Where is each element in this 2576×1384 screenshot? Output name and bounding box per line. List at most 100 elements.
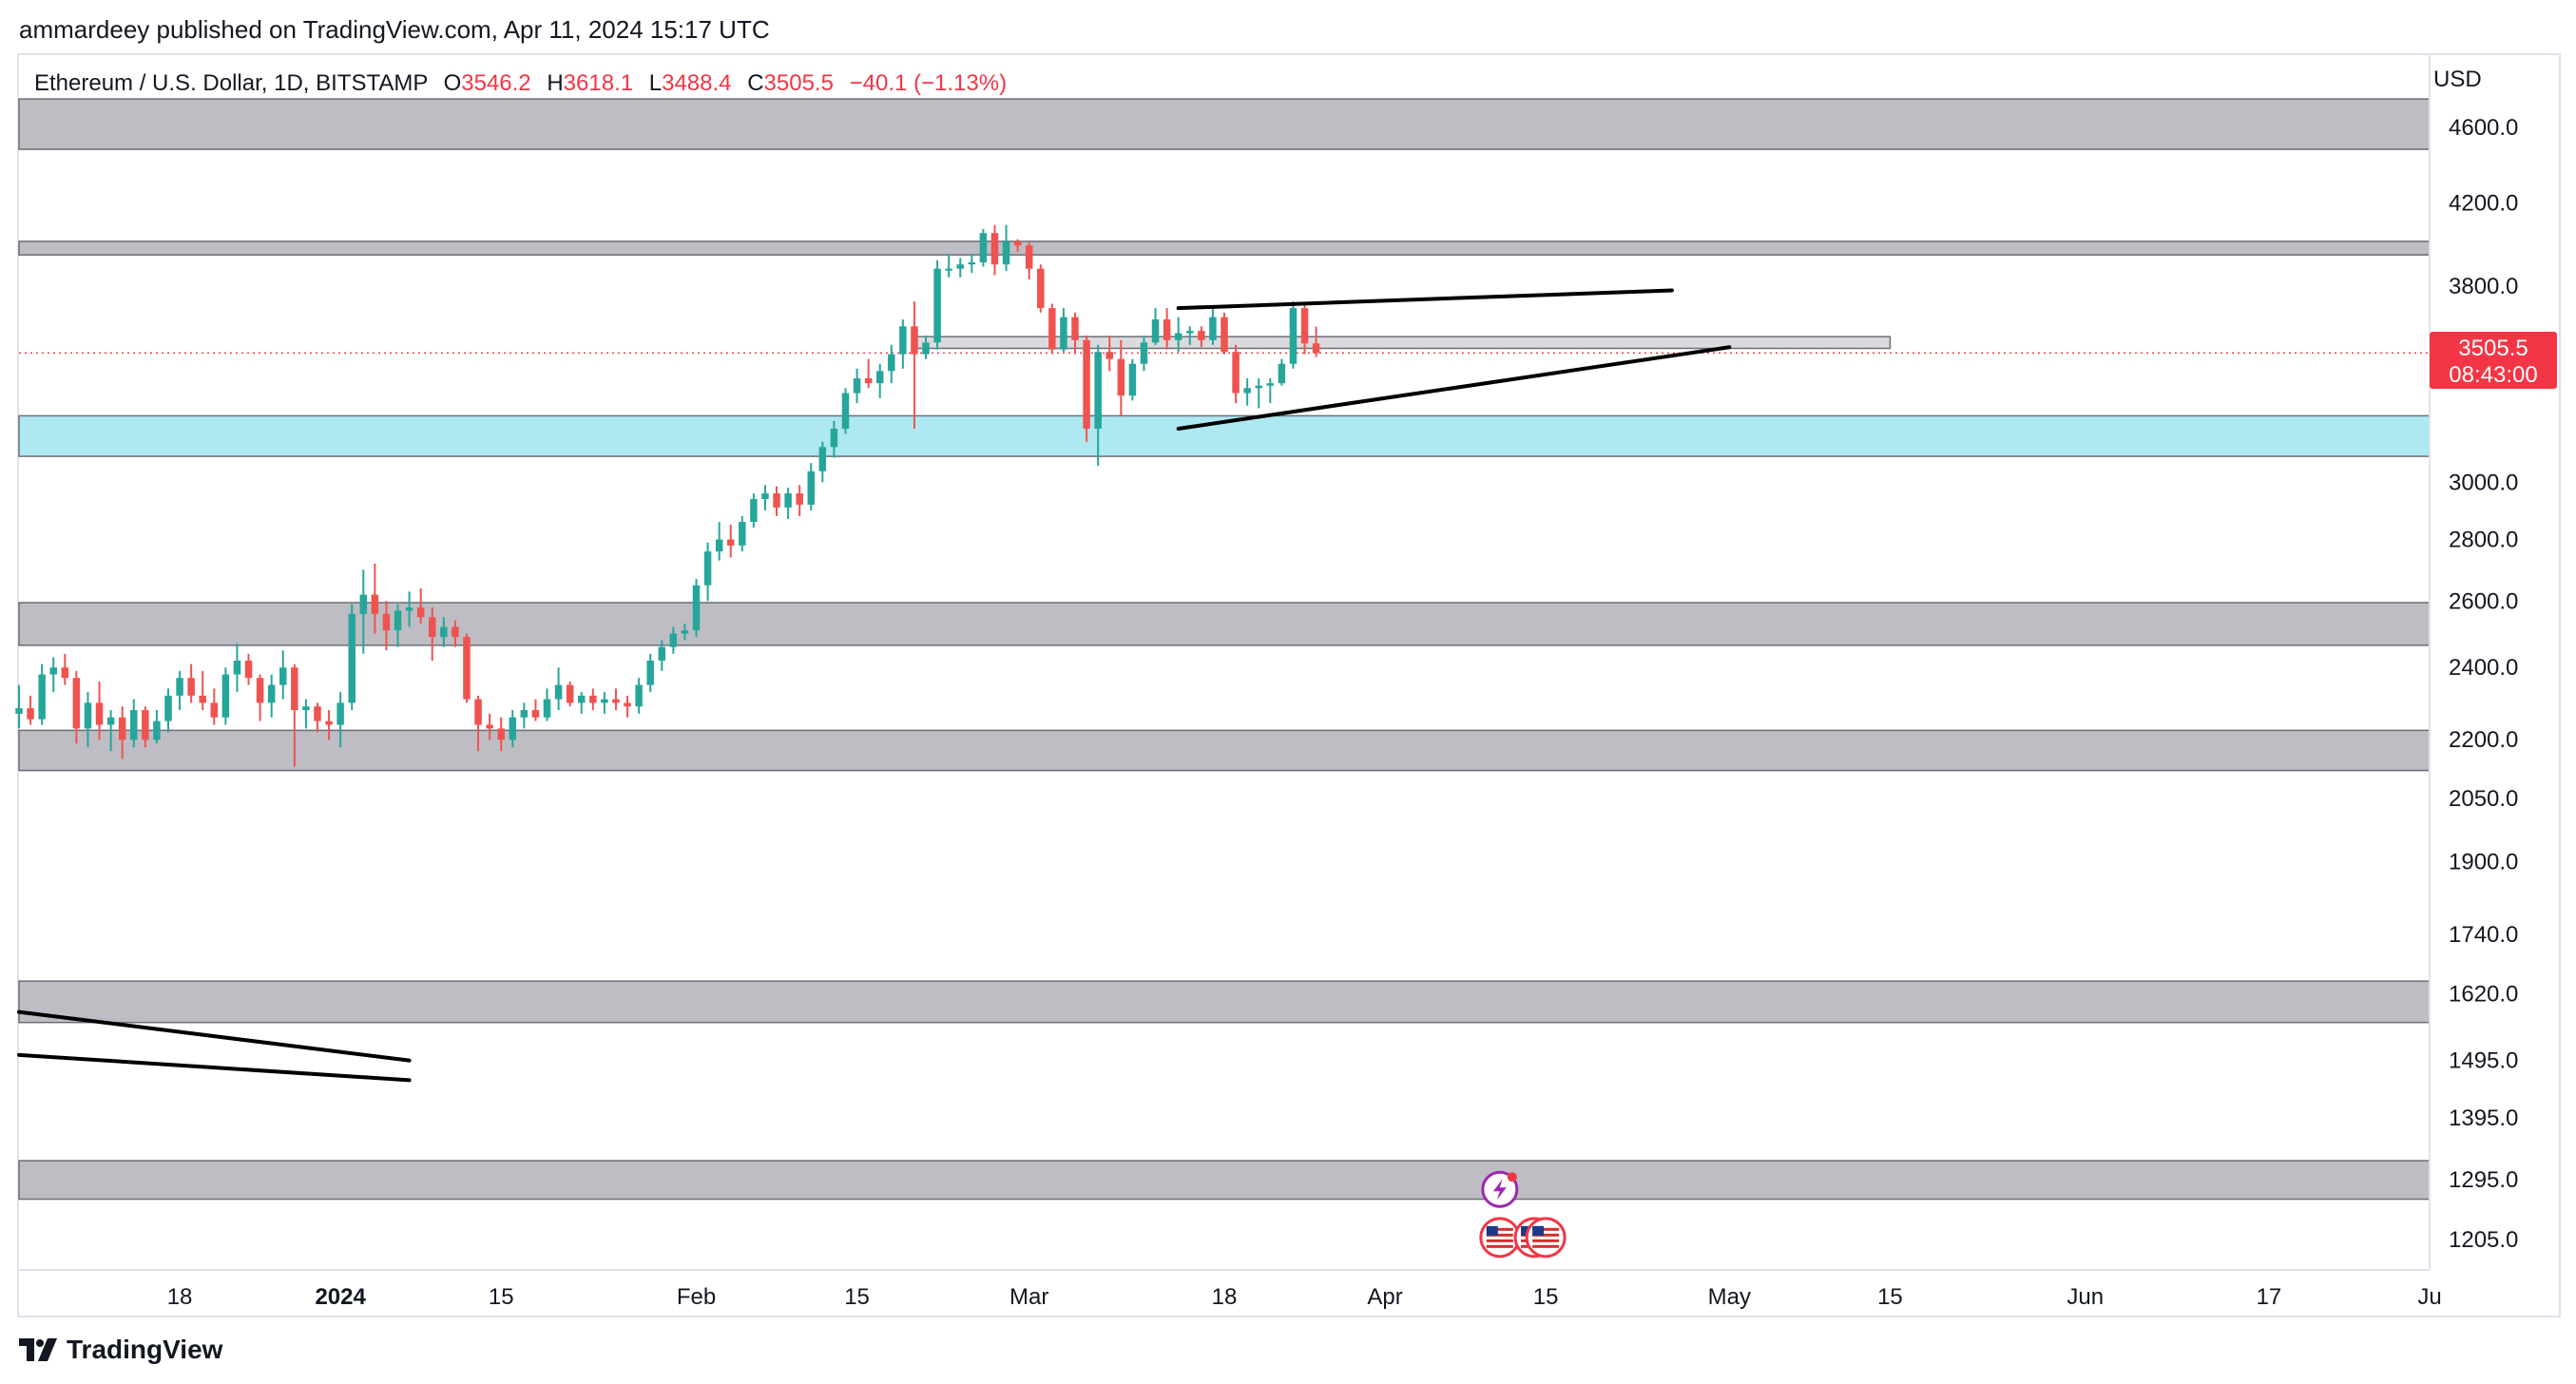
candle <box>153 710 161 744</box>
flag-stripe <box>1532 1239 1560 1242</box>
candle <box>818 441 827 483</box>
candle <box>990 224 999 276</box>
candle-body <box>601 699 608 703</box>
time-tick-label: Feb <box>677 1284 716 1310</box>
candle <box>1198 326 1205 348</box>
symbol-legend: Ethereum / U.S. Dollar, 1D, BITSTAMP O35… <box>34 70 1007 97</box>
candle <box>291 663 298 767</box>
candle <box>566 681 574 707</box>
lightning-bolt <box>1492 1179 1507 1201</box>
candle <box>979 228 988 267</box>
candle <box>474 695 482 752</box>
candle-body <box>807 471 816 505</box>
candle <box>49 657 57 693</box>
lightning-event-icon <box>1481 1170 1519 1208</box>
candle <box>187 663 195 703</box>
candle <box>314 702 321 733</box>
candle-body <box>142 710 149 740</box>
zone-3 <box>18 602 2431 646</box>
candle-body <box>888 354 895 372</box>
candle <box>1048 303 1056 355</box>
candle <box>681 624 689 641</box>
zones-layer <box>18 98 2431 1201</box>
last-price-badge: 3505.5 08:43:00 <box>2430 332 2557 390</box>
trendlines-layer <box>17 288 1732 1083</box>
candle-body <box>314 706 321 721</box>
candle-body <box>61 667 69 679</box>
candle <box>38 663 46 725</box>
time-tick-label: Mar <box>1009 1284 1048 1310</box>
us-flag-icon <box>1525 1217 1567 1259</box>
time-axis: 18 2024 15 Feb 15 Mar 18 Apr 15 May 15 Jun 17 Ju <box>19 1269 2442 1310</box>
flag-stripe <box>1532 1233 1560 1237</box>
candle-body <box>1083 339 1090 429</box>
candle-body <box>715 539 723 552</box>
candle <box>669 626 678 654</box>
candle-body <box>692 585 701 631</box>
candle-body <box>990 233 999 265</box>
high-label: H <box>547 70 564 96</box>
candle <box>118 706 126 759</box>
candle-body <box>543 699 551 718</box>
candle-body <box>27 708 34 720</box>
candle <box>875 363 884 398</box>
candle <box>589 688 597 711</box>
time-tick-label: 15 <box>844 1284 870 1310</box>
candle-body <box>589 695 597 703</box>
candle <box>703 542 712 602</box>
tradingview-logo-icon <box>19 1338 57 1361</box>
candle-body <box>1094 352 1102 429</box>
candle <box>1289 301 1298 369</box>
candle <box>452 620 459 647</box>
candle <box>221 667 230 725</box>
price-tick-label: 1740.0 <box>2449 922 2518 948</box>
candle <box>359 569 368 654</box>
candle-body <box>1071 317 1079 340</box>
candle <box>726 525 735 558</box>
candle-body <box>566 684 574 703</box>
candle <box>624 695 631 718</box>
candle <box>761 485 769 510</box>
candle <box>1300 303 1309 355</box>
candle-body <box>1266 383 1275 386</box>
candle-body <box>864 378 873 384</box>
flag-stripe <box>1486 1227 1513 1231</box>
candle <box>646 653 654 693</box>
candle <box>440 617 448 647</box>
candle <box>750 493 758 529</box>
candle-body <box>1060 317 1067 350</box>
candle <box>1243 378 1251 406</box>
candle-body <box>669 633 678 647</box>
candle-body <box>244 660 253 679</box>
candle <box>864 358 873 389</box>
candle <box>61 653 69 685</box>
candle-body <box>187 678 195 696</box>
candle <box>267 674 276 718</box>
candle <box>1071 312 1079 355</box>
flag-ring <box>1479 1217 1521 1259</box>
candle <box>84 692 92 748</box>
candle-body <box>38 674 46 720</box>
candle <box>1255 378 1262 409</box>
candle <box>520 702 529 729</box>
candles-layer <box>15 224 1320 767</box>
candle <box>325 710 333 740</box>
candle-body <box>267 684 276 703</box>
candle-body <box>658 646 666 661</box>
candle <box>416 587 425 625</box>
candle-body <box>15 708 23 714</box>
candle-body <box>428 617 436 638</box>
tradingview-brand[interactable]: TradingView <box>19 1335 222 1365</box>
candle <box>1278 358 1286 386</box>
candle-body <box>1037 268 1045 309</box>
candle <box>841 388 850 434</box>
currency-selector[interactable]: USD <box>2433 67 2482 92</box>
price-tick-label: 1900.0 <box>2449 849 2518 875</box>
candle <box>692 579 701 638</box>
candle-body <box>726 539 735 546</box>
price-tick-label: 3800.0 <box>2449 274 2518 299</box>
price-tick-label: 2200.0 <box>2449 727 2518 753</box>
zone-5 <box>18 980 2431 1024</box>
candle-body <box>1278 363 1286 384</box>
